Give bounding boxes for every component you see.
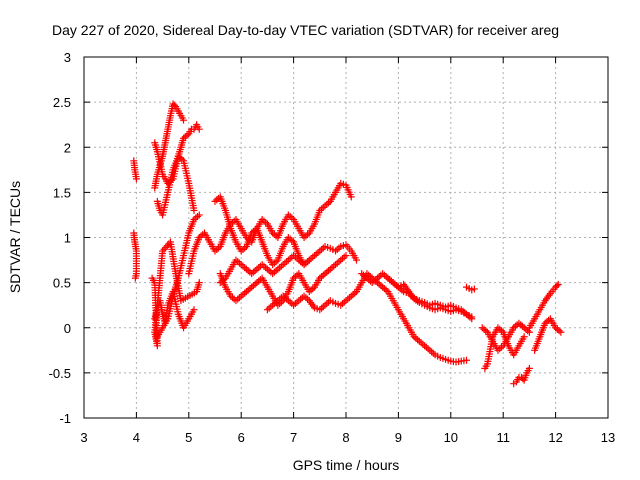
- y-tick-label: 2: [64, 140, 71, 155]
- data-point: [190, 206, 198, 214]
- series-trace-l: [216, 252, 350, 309]
- series-trace-e: [153, 152, 198, 219]
- data-point: [347, 193, 355, 201]
- series-trace-p: [463, 283, 478, 294]
- series-trace-u: [531, 315, 565, 354]
- y-tick-label: 1.5: [53, 185, 71, 200]
- y-tick-label: -0.5: [49, 366, 71, 381]
- y-tick-label: 2.5: [53, 95, 71, 110]
- data-point: [553, 282, 561, 290]
- series-trace-s: [510, 364, 533, 388]
- data-point: [520, 333, 528, 341]
- data-point: [554, 280, 562, 288]
- data-point: [352, 256, 360, 264]
- data-point: [195, 211, 203, 219]
- data-point: [131, 274, 139, 282]
- series-trace-m: [263, 270, 471, 366]
- data-point: [525, 364, 533, 372]
- x-tick-label: 10: [444, 430, 458, 445]
- data-point: [463, 356, 471, 364]
- y-axis-label: SDTVAR / TECUs: [7, 181, 23, 293]
- series-trace-r: [481, 324, 528, 372]
- data-point: [180, 116, 188, 124]
- x-tick-label: 7: [290, 430, 297, 445]
- data-point: [190, 306, 198, 314]
- data-point: [557, 328, 565, 336]
- x-tick-label: 5: [185, 430, 192, 445]
- y-tick-label: 3: [64, 50, 71, 65]
- y-tick-label: -1: [59, 411, 71, 426]
- grid-lines: [84, 57, 608, 418]
- series-trace-o: [384, 274, 476, 321]
- axis-ticks: 3 4 5 6 7 8 9 10 11 12 13 -1 -0.5 0 0.5 1 1.5 2 2.5 3: [49, 50, 616, 445]
- series-trace-n: [358, 270, 476, 323]
- y-tick-label: 0.5: [53, 276, 71, 291]
- data-point: [163, 242, 171, 250]
- y-tick-label: 0: [64, 321, 71, 336]
- x-tick-label: 13: [601, 430, 615, 445]
- data-point: [342, 252, 350, 260]
- data-point: [195, 125, 203, 133]
- data-point: [160, 245, 168, 253]
- y-tick-label: 1: [64, 231, 71, 246]
- x-axis-label: GPS time / hours: [293, 457, 400, 473]
- series-trace-t: [525, 280, 562, 332]
- series-trace-a: [130, 157, 140, 183]
- x-tick-label: 12: [548, 430, 562, 445]
- series-trace-h: [148, 238, 203, 350]
- plot-frame: [83, 56, 609, 419]
- data-point: [195, 279, 203, 287]
- data-marks: [130, 100, 565, 388]
- data-point: [132, 175, 140, 183]
- x-tick-label: 3: [80, 430, 87, 445]
- x-tick-label: 8: [342, 430, 349, 445]
- data-point: [470, 285, 478, 293]
- x-tick-label: 6: [238, 430, 245, 445]
- x-tick-label: 4: [133, 430, 140, 445]
- x-tick-label: 9: [395, 430, 402, 445]
- series-trace-b: [130, 229, 140, 282]
- x-tick-label: 11: [496, 430, 510, 445]
- chart-title: Day 227 of 2020, Sidereal Day-to-day VTE…: [52, 22, 559, 38]
- data-point: [170, 101, 178, 109]
- data-point: [468, 313, 476, 321]
